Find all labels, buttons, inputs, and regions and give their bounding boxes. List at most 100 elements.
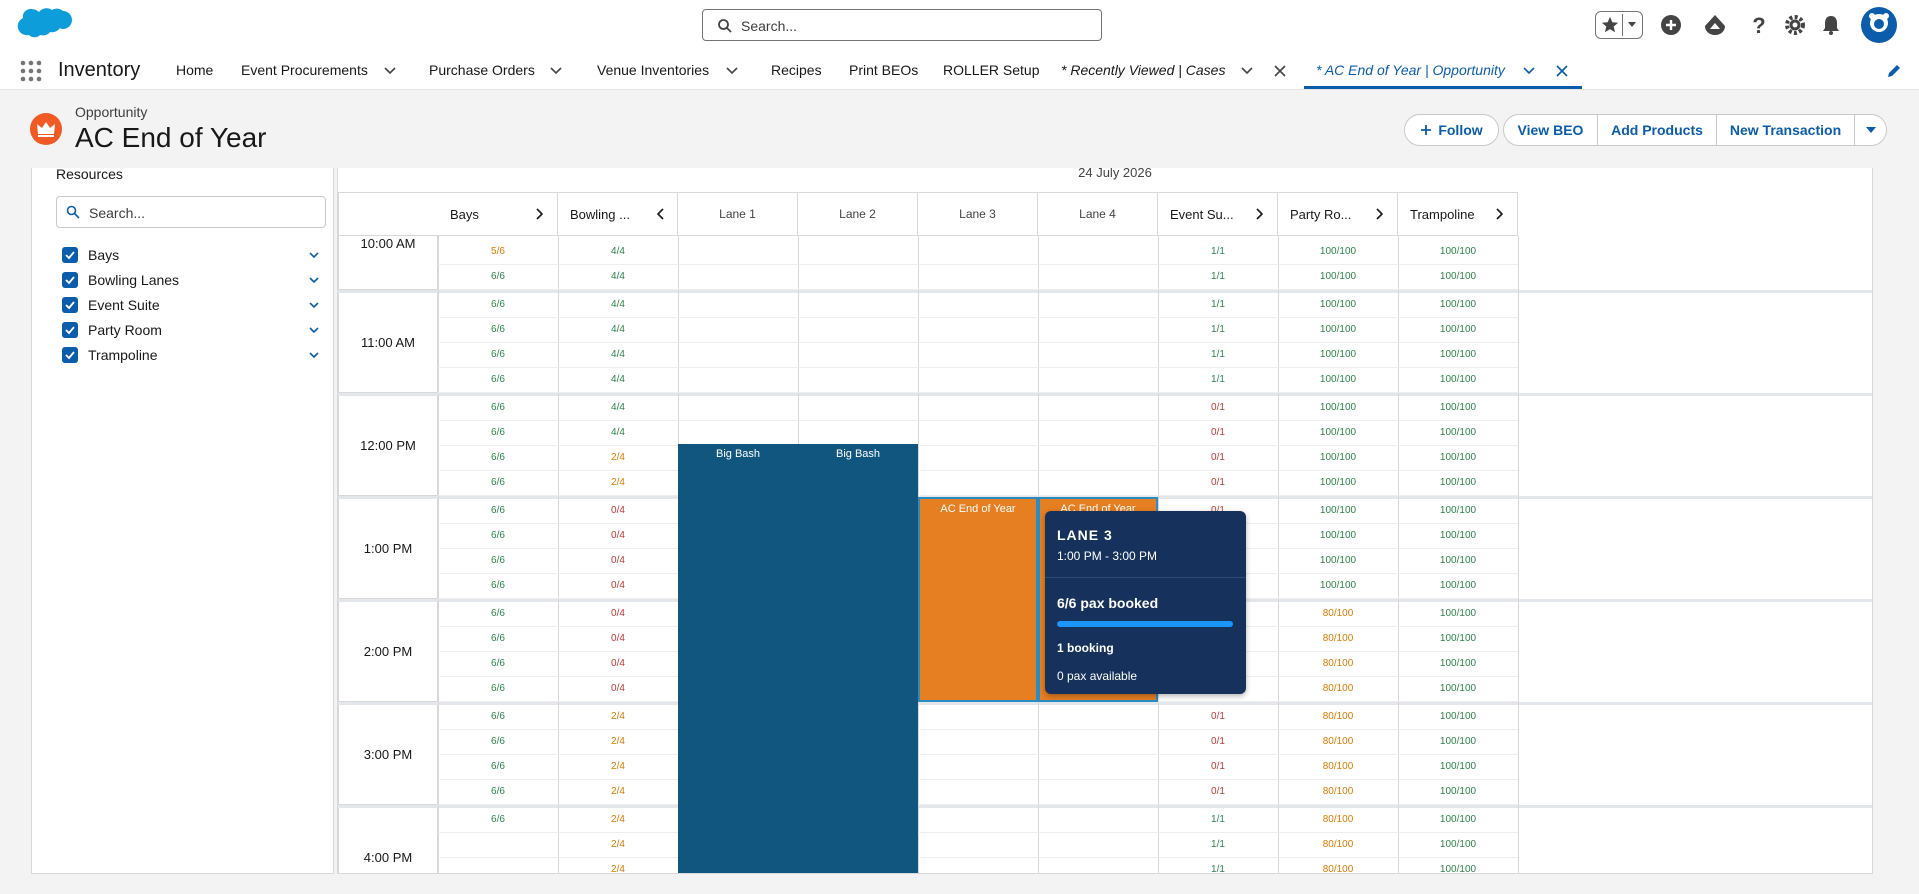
availability-value[interactable]: 100/100	[1439, 505, 1477, 516]
availability-value[interactable]: 6/6	[491, 477, 505, 488]
availability-value[interactable]: 2/4	[611, 864, 625, 874]
availability-value[interactable]: 0/1	[1211, 786, 1225, 797]
availability-value[interactable]: 0/1	[1211, 452, 1225, 463]
availability-value[interactable]: 2/4	[611, 736, 625, 747]
availability-value[interactable]: 100/100	[1439, 555, 1477, 566]
availability-value[interactable]: 100/100	[1319, 246, 1357, 257]
view-beo-button[interactable]: View BEO	[1504, 115, 1598, 145]
availability-value[interactable]: 1/1	[1211, 864, 1225, 874]
availability-value[interactable]: 0/4	[611, 505, 625, 516]
bell-icon[interactable]	[1818, 12, 1844, 38]
availability-value[interactable]: 6/6	[491, 299, 505, 310]
availability-value[interactable]: 100/100	[1319, 452, 1357, 463]
app-launcher-icon[interactable]	[20, 60, 42, 82]
availability-value[interactable]: 100/100	[1439, 658, 1477, 669]
chevron-down-icon[interactable]	[308, 249, 320, 261]
favorites-button[interactable]	[1595, 11, 1643, 39]
availability-value[interactable]: 0/1	[1211, 736, 1225, 747]
availability-value[interactable]: 4/4	[611, 427, 625, 438]
column-header[interactable]: Party Ro...	[1278, 192, 1398, 236]
availability-value[interactable]: 0/1	[1158, 505, 1278, 516]
chevron-right-icon[interactable]	[533, 207, 547, 221]
availability-value[interactable]: 6/6	[491, 505, 505, 516]
availability-value[interactable]: 80/100	[1322, 864, 1354, 874]
availability-value[interactable]: 0/4	[611, 633, 625, 644]
availability-value[interactable]: 100/100	[1319, 530, 1357, 541]
availability-value[interactable]: 100/100	[1319, 555, 1357, 566]
availability-value[interactable]: 6/6	[491, 736, 505, 747]
chevron-down-icon[interactable]	[725, 64, 739, 78]
availability-value[interactable]: 6/6	[491, 530, 505, 541]
nav-item-event-procurements[interactable]: Event Procurements	[241, 62, 368, 78]
availability-value[interactable]: 80/100	[1322, 683, 1354, 694]
availability-value[interactable]: 100/100	[1439, 608, 1477, 619]
availability-value[interactable]: 6/6	[491, 633, 505, 644]
availability-value[interactable]: 6/6	[491, 786, 505, 797]
availability-value[interactable]: 2/4	[611, 711, 625, 722]
availability-value[interactable]: 6/6	[491, 580, 505, 591]
availability-value[interactable]: 0/4	[611, 530, 625, 541]
resource-item[interactable]: Event Suite	[62, 295, 326, 315]
global-search-input[interactable]: Search...	[702, 9, 1102, 41]
availability-value[interactable]: 100/100	[1439, 761, 1477, 772]
column-header[interactable]: Bowling ...	[558, 192, 678, 236]
availability-value[interactable]: 6/6	[491, 271, 505, 282]
availability-value[interactable]: 6/6	[491, 761, 505, 772]
edit-nav-pencil-icon[interactable]	[1886, 63, 1902, 79]
availability-value[interactable]: 1/1	[1211, 271, 1225, 282]
availability-value[interactable]: 0/1	[1211, 477, 1225, 488]
more-actions-button[interactable]	[1855, 115, 1886, 145]
salesforce-logo[interactable]	[14, 6, 74, 46]
availability-value[interactable]: 6/6	[491, 711, 505, 722]
chevron-down-icon[interactable]	[308, 324, 320, 336]
availability-value[interactable]: 2/4	[611, 452, 625, 463]
follow-button[interactable]: Follow	[1404, 114, 1499, 146]
availability-value[interactable]: 6/6	[491, 349, 505, 360]
availability-value[interactable]: 100/100	[1319, 349, 1357, 360]
availability-value[interactable]: 1/1	[1211, 246, 1225, 257]
availability-value[interactable]: 100/100	[1439, 814, 1477, 825]
availability-value[interactable]: 100/100	[1319, 299, 1357, 310]
availability-value[interactable]: 6/6	[491, 608, 505, 619]
availability-value[interactable]: 100/100	[1439, 864, 1477, 874]
availability-value[interactable]: 0/1	[1211, 402, 1225, 413]
checkbox[interactable]	[62, 347, 78, 363]
availability-value[interactable]: 80/100	[1322, 736, 1354, 747]
availability-value[interactable]: 1/1	[1211, 324, 1225, 335]
nav-item-roller-setup[interactable]: ROLLER Setup	[943, 62, 1040, 78]
resource-item[interactable]: Trampoline	[62, 345, 326, 365]
availability-value[interactable]: 6/6	[491, 658, 505, 669]
availability-value[interactable]: 100/100	[1439, 477, 1477, 488]
add-products-button[interactable]: Add Products	[1598, 115, 1717, 145]
chevron-right-icon[interactable]	[1373, 207, 1387, 221]
availability-value[interactable]: 100/100	[1439, 839, 1477, 850]
availability-value[interactable]: 100/100	[1439, 324, 1477, 335]
availability-value[interactable]: 4/4	[611, 349, 625, 360]
checkbox[interactable]	[62, 247, 78, 263]
availability-value[interactable]: 1/1	[1211, 374, 1225, 385]
availability-value[interactable]: 100/100	[1439, 711, 1477, 722]
availability-value[interactable]: 80/100	[1322, 839, 1354, 850]
chevron-right-icon[interactable]	[1493, 207, 1507, 221]
nav-item-home[interactable]: Home	[176, 62, 214, 78]
booking-block[interactable]: Big Bash	[798, 444, 918, 873]
availability-value[interactable]: 100/100	[1319, 324, 1357, 335]
availability-value[interactable]: 100/100	[1319, 477, 1357, 488]
availability-value[interactable]: 0/4	[611, 580, 625, 591]
resource-item[interactable]: Bowling Lanes	[62, 270, 326, 290]
nav-item-print-beos[interactable]: Print BEOs	[849, 62, 919, 78]
availability-value[interactable]: 100/100	[1319, 402, 1357, 413]
booking-block[interactable]: AC End of Year	[918, 497, 1038, 702]
availability-value[interactable]: 4/4	[611, 246, 625, 257]
availability-value[interactable]: 5/6	[491, 246, 505, 257]
availability-value[interactable]: 2/4	[611, 839, 625, 850]
availability-value[interactable]: 1/1	[1211, 814, 1225, 825]
chevron-down-icon[interactable]	[308, 299, 320, 311]
availability-value[interactable]: 4/4	[611, 324, 625, 335]
availability-value[interactable]: 0/4	[611, 658, 625, 669]
close-icon[interactable]	[1555, 64, 1569, 78]
availability-value[interactable]: 100/100	[1439, 299, 1477, 310]
availability-value[interactable]: 100/100	[1319, 427, 1357, 438]
availability-value[interactable]: 100/100	[1439, 349, 1477, 360]
availability-value[interactable]: 100/100	[1439, 402, 1477, 413]
